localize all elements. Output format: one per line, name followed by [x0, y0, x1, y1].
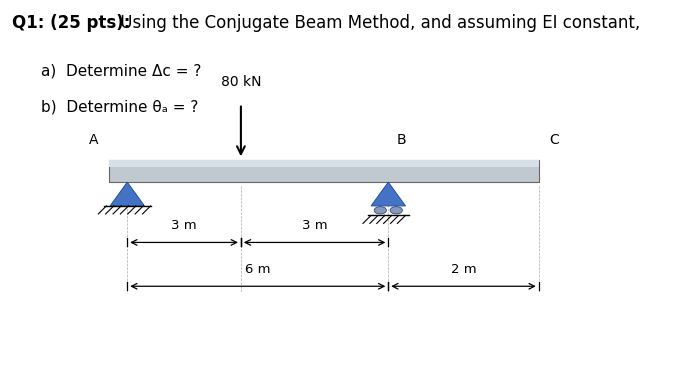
Text: Q1: (25 pts):: Q1: (25 pts): — [13, 14, 131, 32]
Text: B: B — [397, 133, 407, 147]
Text: 80 kN: 80 kN — [220, 75, 261, 89]
Text: b)  Determine θₐ = ?: b) Determine θₐ = ? — [41, 100, 199, 115]
Circle shape — [374, 207, 386, 214]
Text: 6 m: 6 m — [245, 263, 270, 276]
Polygon shape — [110, 182, 144, 206]
Text: Using the Conjugate Beam Method, and assuming EI constant,: Using the Conjugate Beam Method, and ass… — [115, 14, 640, 32]
Text: 2 m: 2 m — [451, 263, 476, 276]
Polygon shape — [371, 182, 405, 206]
Text: C: C — [550, 133, 559, 147]
Circle shape — [390, 207, 402, 214]
Text: A: A — [89, 133, 98, 147]
Bar — [109, 160, 539, 182]
Text: 3 m: 3 m — [172, 219, 197, 232]
Text: a)  Determine Δᴄ = ?: a) Determine Δᴄ = ? — [41, 63, 202, 78]
Bar — [109, 160, 539, 167]
Text: 3 m: 3 m — [302, 219, 328, 232]
